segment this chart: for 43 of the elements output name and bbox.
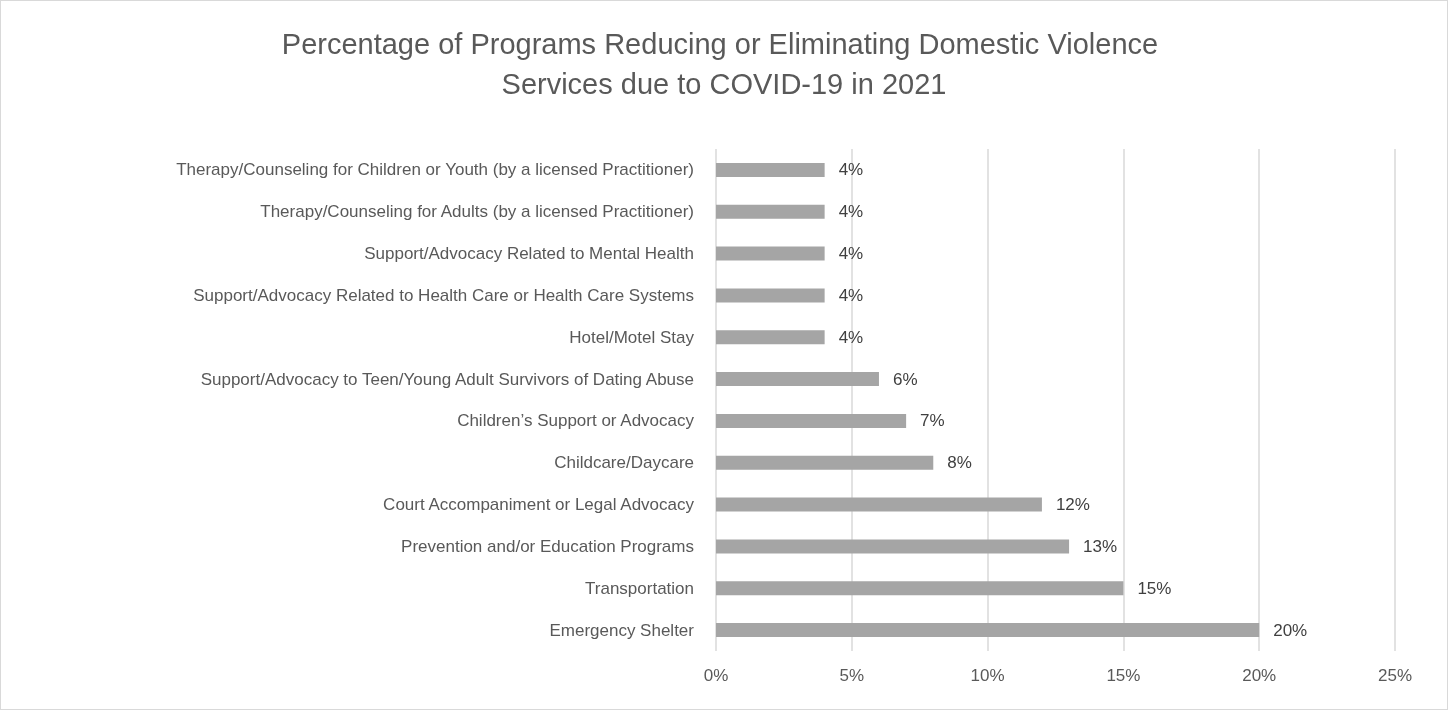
bar [716,330,825,345]
y-tick-label: Children’s Support or Advocacy [457,411,695,431]
bar [716,497,1042,512]
bar [716,413,907,428]
data-label: 6% [892,369,918,389]
data-label: 15% [1137,578,1172,598]
y-tick-label: Therapy/Counseling for Children or Youth (by a licensed Practitioner) [176,160,694,180]
bar [716,204,825,219]
bar [716,162,825,177]
data-label: 13% [1083,536,1118,556]
y-tick-label: Prevention and/or Education Programs [401,536,694,556]
y-tick-label: Childcare/Daycare [554,453,694,473]
y-tick-label: Transportation [585,578,694,598]
bar [716,539,1070,554]
bar [716,455,934,470]
data-label: 12% [1055,495,1090,515]
y-tick-label: Court Accompaniment or Legal Advocacy [383,495,695,515]
bar [716,581,1124,596]
y-tick-label: Support/Advocacy Related to Health Care or Health Care Systems [193,285,694,305]
y-tick-label: Emergency Shelter [549,620,695,640]
data-label: 4% [838,160,864,180]
data-label: 4% [838,285,864,305]
x-tick-label: 20% [1242,666,1277,685]
x-tick-label: 5% [839,666,865,685]
data-label: 4% [838,327,864,347]
x-tick-label: 0% [703,666,729,685]
data-label: 7% [920,411,945,431]
bar [716,623,1260,638]
data-label: 4% [838,202,864,222]
data-label: 20% [1273,620,1308,640]
y-tick-label: Hotel/Motel Stay [569,327,695,347]
bar [716,372,879,387]
y-tick-label: Therapy/Counseling for Adults (by a licensed Practitioner) [260,202,694,222]
x-tick-label: 25% [1377,666,1413,685]
y-tick-label: Support/Advocacy Related to Mental Health [364,244,694,264]
y-tick-label: Support/Advocacy to Teen/Young Adult Survivors of Dating Abuse [200,369,694,389]
x-tick-label: 10% [970,666,1005,685]
data-label: 8% [947,453,972,473]
x-tick-label: 15% [1106,666,1141,685]
chart-title: Percentage of Programs Reducing or Eliminating Domestic Violence Services due to COVID-19 in 2021 [281,28,1167,100]
data-label: 4% [838,244,864,264]
bar [716,246,825,261]
bar [716,288,825,303]
